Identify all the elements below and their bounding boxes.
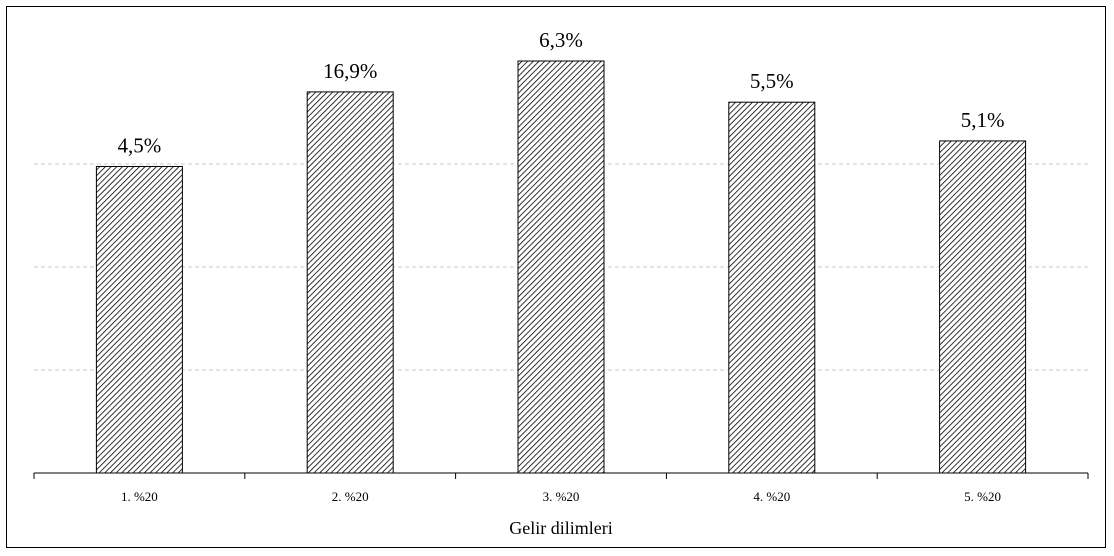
data-label-3: 6,3%	[539, 28, 583, 52]
data-label-2: 16,9%	[323, 59, 377, 83]
bar-5	[939, 140, 1027, 474]
x-axis-title: Gelir dilimleri	[509, 518, 612, 538]
x-tick-label-3: 3. %20	[543, 489, 580, 504]
x-tick-label-5: 5. %20	[964, 489, 1001, 504]
data-label-1: 4,5%	[118, 133, 162, 157]
data-label-4: 5,5%	[750, 69, 794, 93]
data-label-5: 5,1%	[961, 108, 1005, 132]
bar-3	[517, 60, 605, 474]
bar-1	[95, 165, 183, 474]
bar-4	[728, 101, 816, 474]
x-tick-label-1: 1. %20	[121, 489, 158, 504]
x-tick-label-2: 2. %20	[332, 489, 369, 504]
bar-2	[306, 91, 394, 474]
x-axis-ticks: 1. %20 2. %20 3. %20 4. %20 5. %20	[33, 473, 1089, 504]
bars: 4,5% 16,9% 6,3% 5,5% 5,1%	[95, 28, 1027, 474]
x-tick-label-4: 4. %20	[753, 489, 790, 504]
